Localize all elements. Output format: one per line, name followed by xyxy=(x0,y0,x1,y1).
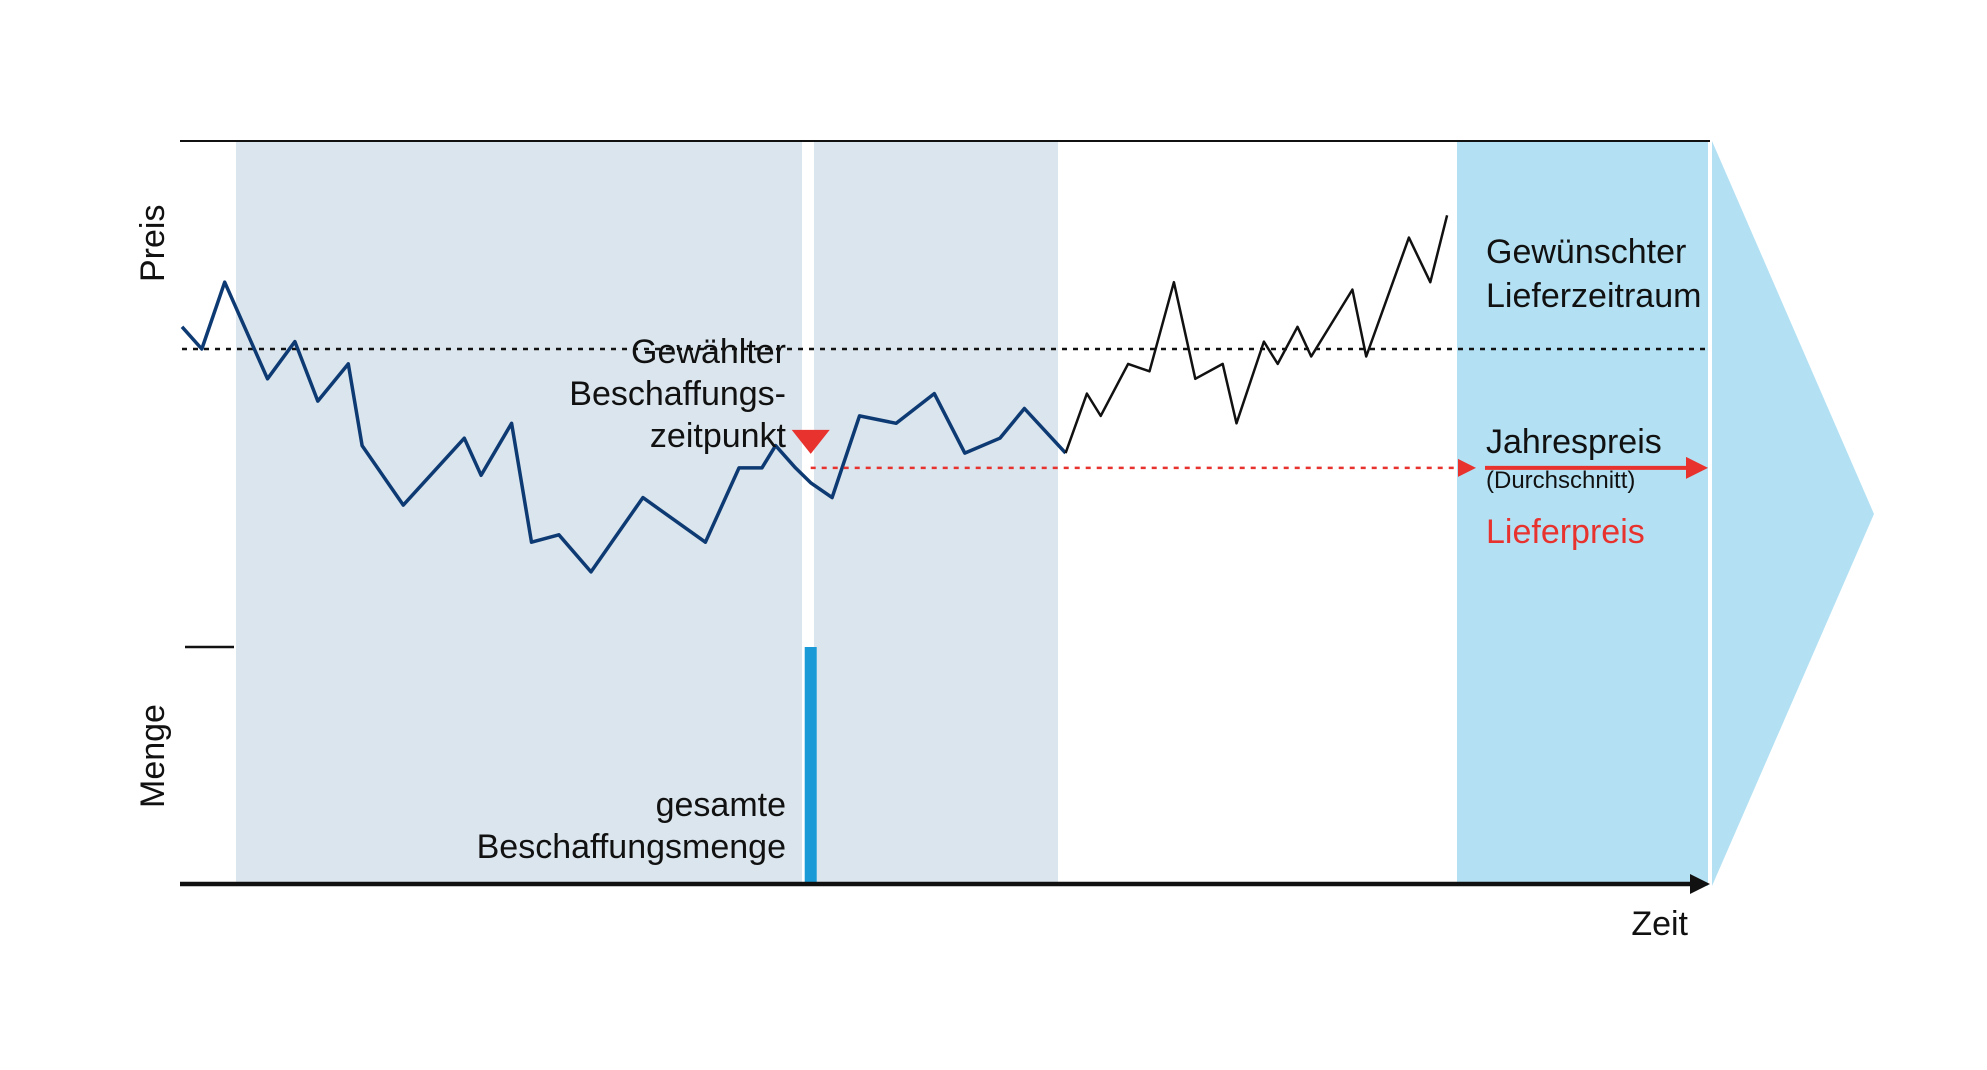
procurement-marker-triangle xyxy=(791,429,830,454)
delivery-price-dashed-arrowhead xyxy=(1458,458,1476,477)
delivery-period-label-line2: Lieferzeitraum xyxy=(1486,277,1701,315)
post-procurement-shade xyxy=(814,141,1058,886)
delivery-price-label: Lieferpreis xyxy=(1486,513,1645,551)
delivery-period-arrow xyxy=(1712,141,1874,886)
procurement-point-label-line3: zeitpunkt xyxy=(650,417,787,455)
total-quantity-label-line2: Beschaffungsmenge xyxy=(477,828,786,866)
annual-price-note: (Durchschnitt) xyxy=(1486,467,1635,494)
time-axis-arrowhead xyxy=(1690,874,1710,894)
price-curve-future xyxy=(1064,214,1449,454)
procurement-point-label-line1: Gewählter xyxy=(631,333,786,371)
y-axis-label-price: Preis xyxy=(134,205,172,282)
price-curve-past xyxy=(180,280,1067,574)
procurement-point-label-line2: Beschaffungs- xyxy=(569,375,786,413)
pre-procurement-shade xyxy=(236,141,802,886)
annual-price-label: Jahrespreis xyxy=(1486,423,1662,461)
x-axis-label-time: Zeit xyxy=(1631,905,1688,943)
y-axis-label-quantity: Menge xyxy=(134,704,172,808)
delivery-price-solid-arrowhead xyxy=(1686,456,1708,479)
delivery-period-label-line1: Gewünschter xyxy=(1486,233,1686,271)
delivery-period-region xyxy=(1457,141,1708,886)
total-quantity-label-line1: gesamte xyxy=(656,786,786,824)
procurement-quantity-bar xyxy=(804,647,817,884)
